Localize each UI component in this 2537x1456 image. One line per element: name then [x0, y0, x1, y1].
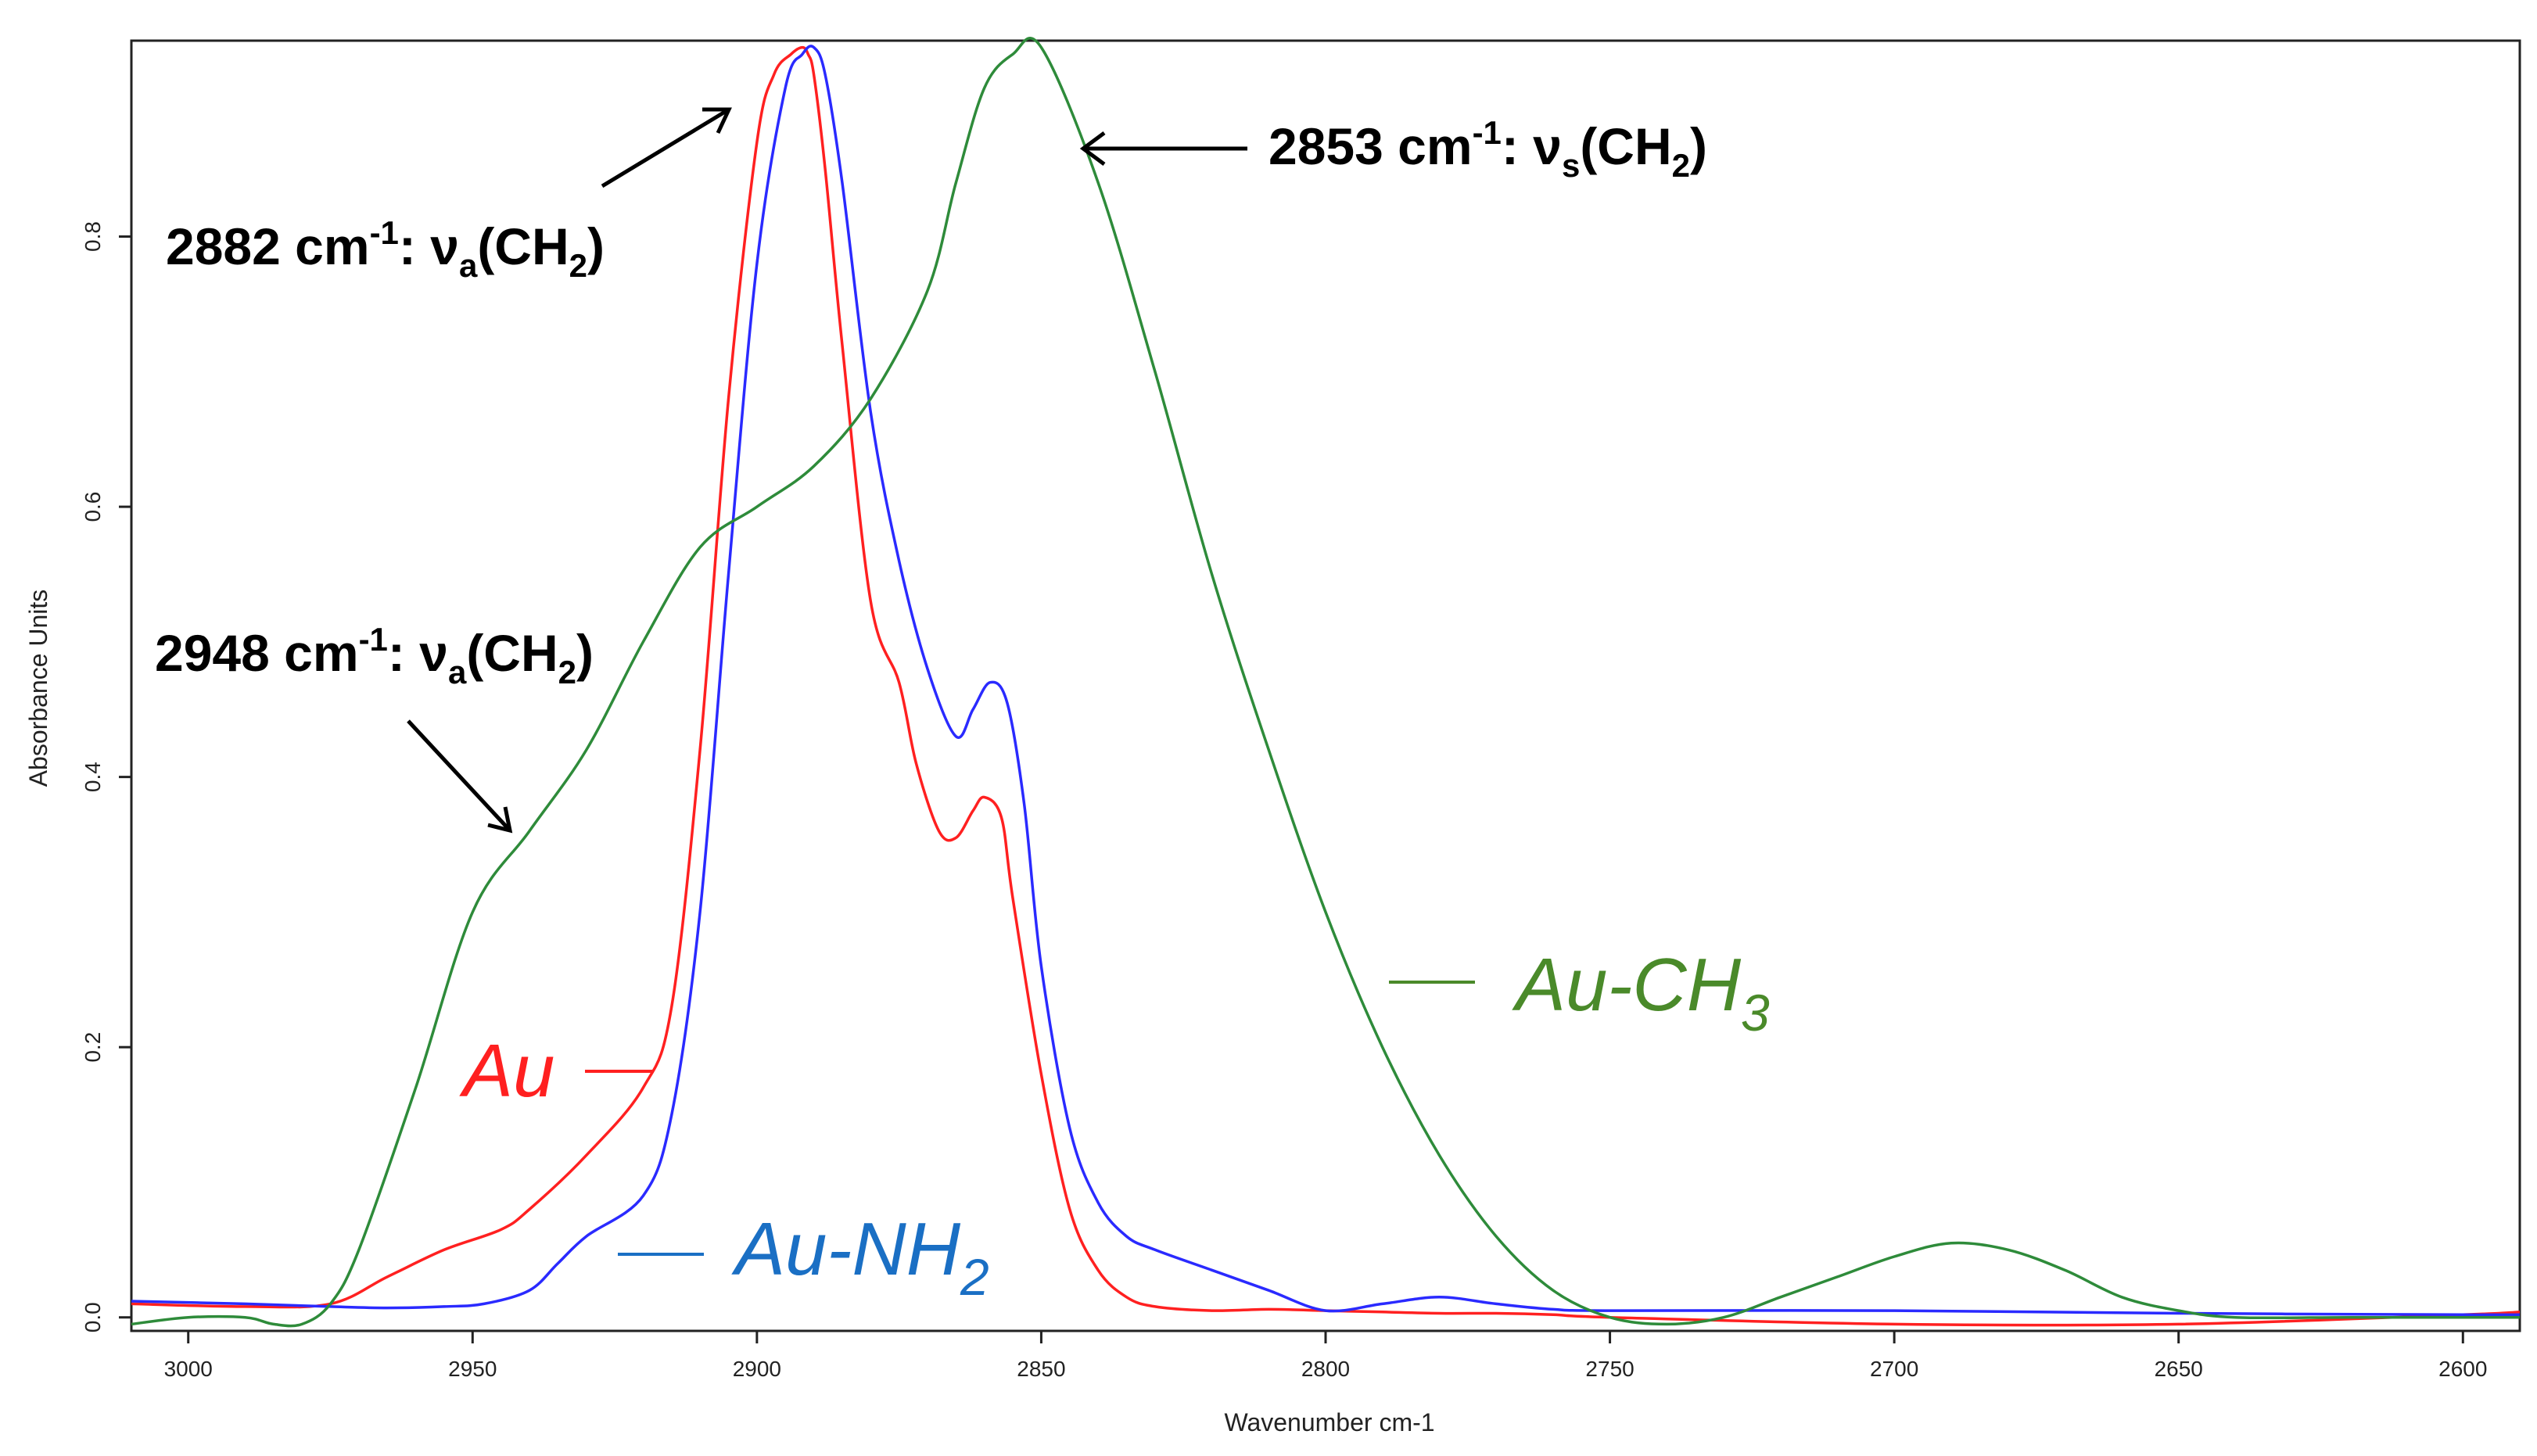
y-axis: 0.0 0.2 0.4 0.6 0.8 — [81, 221, 131, 1332]
annotation-2948-sup: -1 — [359, 621, 388, 658]
annotation-2882-paren: (CH — [477, 217, 569, 275]
arrow-2948 — [407, 719, 511, 832]
annotation-2948-sub2: 2 — [558, 654, 576, 690]
arrowhead-2948 — [487, 806, 513, 834]
legend-au-nh2-base: Au-NH — [731, 1207, 961, 1291]
x-tick-label-2800: 2800 — [1301, 1357, 1350, 1381]
arrowhead-2853 — [1079, 131, 1106, 167]
x-tick-label-2850: 2850 — [1017, 1357, 1065, 1381]
x-tick-label-2750: 2750 — [1585, 1357, 1634, 1381]
legend-au-nh2-sub: 2 — [960, 1248, 989, 1306]
annotation-2853-mid: : ν — [1502, 117, 1562, 175]
y-tick-label-0.2: 0.2 — [81, 1032, 105, 1063]
legend-au-ch3-base: Au-CH — [1512, 943, 1742, 1027]
y-axis-title: Absorbance Units — [24, 590, 52, 787]
x-tick-label-3000: 3000 — [164, 1357, 213, 1381]
annotation-2853: 2853 cm-1: νs(CH2) — [1268, 114, 1707, 184]
annotation-2853-lead: 2853 cm — [1268, 117, 1473, 175]
x-axis: 3000 2950 2900 2850 2800 2750 2700 2650 2600 — [164, 1331, 2487, 1381]
series-line-au-ch3 — [131, 37, 2520, 1328]
annotation-2948-lead: 2948 cm — [155, 624, 359, 682]
annotation-2882-lead: 2882 cm — [166, 217, 370, 275]
y-tick-label-0.8: 0.8 — [81, 221, 105, 252]
series-layer — [131, 37, 2521, 1328]
annotation-2948-mid: : ν — [388, 624, 448, 682]
legend-au-base: Au — [459, 1029, 554, 1113]
series-line-au-nh2 — [131, 45, 2521, 1317]
x-tick-label-2650: 2650 — [2155, 1357, 2203, 1381]
annotation-2882-close: ) — [587, 217, 605, 275]
series-line-au — [131, 45, 2521, 1327]
annotation-2882-sub2: 2 — [569, 247, 587, 284]
x-tick-label-2700: 2700 — [1870, 1357, 1918, 1381]
legend: Au Au-NH2 Au-CH3 — [459, 943, 1770, 1306]
x-axis-title: Wavenumber cm-1 — [1224, 1408, 1434, 1436]
legend-label-au-ch3: Au-CH3 — [1512, 943, 1770, 1042]
x-tick-label-2950: 2950 — [448, 1357, 497, 1381]
y-tick-label-0.6: 0.6 — [81, 492, 105, 522]
annotation-2853-sub2: 2 — [1672, 147, 1690, 184]
annotation-2882: 2882 cm-1: νa(CH2) — [166, 214, 605, 284]
arrow-2882 — [601, 107, 730, 188]
y-tick-label-0.0: 0.0 — [81, 1302, 105, 1332]
legend-label-au: Au — [459, 1029, 554, 1113]
annotation-2853-sub1: s — [1562, 147, 1580, 184]
annotation-2882-mid: : ν — [399, 217, 459, 275]
annotation-2853-close: ) — [1690, 117, 1707, 175]
annotation-2948: 2948 cm-1: νa(CH2) — [155, 621, 594, 690]
annotation-2882-sup: -1 — [370, 214, 399, 251]
annotation-arrows — [407, 107, 1247, 834]
annotation-2853-paren: (CH — [1580, 117, 1671, 175]
legend-label-au-nh2: Au-NH2 — [731, 1207, 989, 1306]
annotation-2948-close: ) — [576, 624, 594, 682]
annotation-2948-sub1: a — [448, 654, 467, 690]
x-tick-label-2900: 2900 — [733, 1357, 781, 1381]
annotation-2948-paren: (CH — [466, 624, 558, 682]
annotation-2853-sup: -1 — [1473, 114, 1502, 151]
annotation-2882-sub1: a — [459, 247, 478, 284]
y-tick-label-0.4: 0.4 — [81, 762, 105, 792]
x-tick-label-2600: 2600 — [2438, 1357, 2487, 1381]
legend-au-ch3-sub: 3 — [1741, 984, 1770, 1042]
arrowhead-2882 — [702, 107, 732, 134]
